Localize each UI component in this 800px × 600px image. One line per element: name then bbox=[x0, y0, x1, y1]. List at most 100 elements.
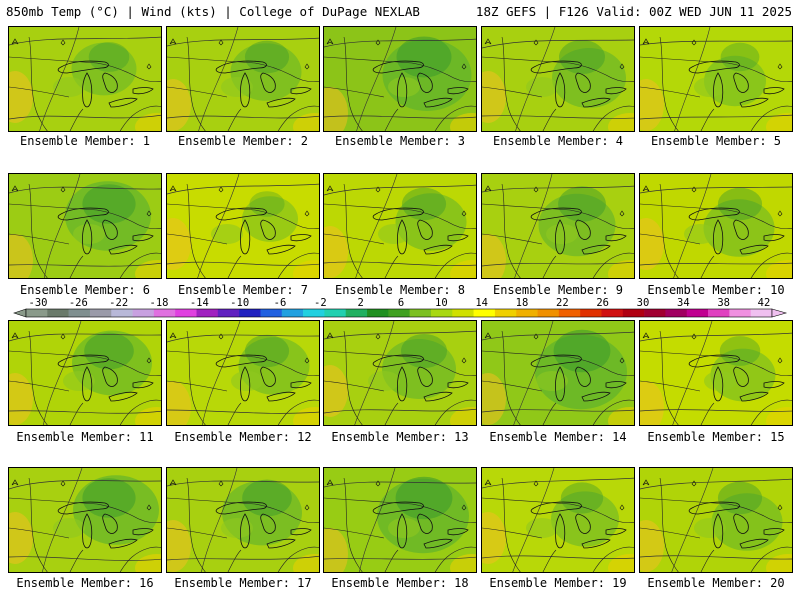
ensemble-member-map bbox=[639, 320, 793, 426]
colorbar-segment bbox=[175, 309, 197, 317]
ensemble-member-caption: Ensemble Member: 8 bbox=[334, 283, 466, 297]
colorbar-arrow-right bbox=[771, 308, 788, 318]
colorbar-segment bbox=[345, 309, 368, 317]
colorbar-segment bbox=[47, 309, 69, 317]
ensemble-member-map bbox=[481, 467, 635, 573]
colorbar-tick-label: -14 bbox=[190, 297, 209, 309]
temperature-field bbox=[9, 27, 161, 131]
temperature-field bbox=[482, 321, 634, 425]
colorbar-tick-label: -18 bbox=[150, 297, 169, 309]
ensemble-member-caption: Ensemble Member: 14 bbox=[489, 430, 627, 444]
colorbar-tick-label: -30 bbox=[29, 297, 48, 309]
temperature-field bbox=[9, 174, 161, 278]
ensemble-member-caption: Ensemble Member: 3 bbox=[334, 134, 466, 148]
colorbar-segment bbox=[153, 309, 176, 317]
ensemble-member-caption: Ensemble Member: 4 bbox=[492, 134, 624, 148]
colorbar-tick-label: 34 bbox=[677, 297, 690, 309]
chart-title: 850mb Temp (°C) | Wind (kts) | College o… bbox=[6, 4, 420, 19]
colorbar-segment bbox=[367, 309, 389, 317]
temperature-field bbox=[324, 468, 476, 572]
colorbar-segment bbox=[132, 309, 155, 317]
temperature-field bbox=[324, 321, 476, 425]
ensemble-member-map bbox=[166, 173, 320, 279]
ensemble-member-caption: Ensemble Member: 9 bbox=[492, 283, 624, 297]
colorbar-segment bbox=[409, 309, 432, 317]
ensemble-member-map bbox=[323, 320, 477, 426]
colorbar-segment bbox=[580, 309, 602, 317]
ensemble-member-map bbox=[166, 26, 320, 132]
ensemble-member-caption: Ensemble Member: 15 bbox=[647, 430, 785, 444]
colorbar-segment bbox=[111, 309, 133, 317]
colorbar-segment bbox=[324, 309, 347, 317]
ensemble-member-map bbox=[166, 467, 320, 573]
temperature-field bbox=[482, 468, 634, 572]
ensemble-member-caption: Ensemble Member: 1 bbox=[19, 134, 151, 148]
colorbar-segment bbox=[303, 309, 325, 317]
colorbar-tick-label: 18 bbox=[516, 297, 529, 309]
ensemble-member-caption: Ensemble Member: 2 bbox=[177, 134, 309, 148]
colorbar-tick-label: -26 bbox=[69, 297, 88, 309]
temperature-field bbox=[640, 468, 792, 572]
colorbar-segment bbox=[430, 309, 453, 317]
colorbar-segment bbox=[89, 309, 112, 317]
ensemble-member-caption: Ensemble Member: 17 bbox=[174, 576, 312, 590]
ensemble-member-map bbox=[481, 320, 635, 426]
ensemble-member-map bbox=[639, 26, 793, 132]
colorbar-tick-label: 30 bbox=[637, 297, 650, 309]
temperature-field bbox=[640, 321, 792, 425]
colorbar-tick-label: 42 bbox=[758, 297, 771, 309]
ensemble-member-map bbox=[323, 467, 477, 573]
temperature-field bbox=[167, 321, 319, 425]
ensemble-member-caption: Ensemble Member: 13 bbox=[331, 430, 469, 444]
ensemble-member-map bbox=[8, 26, 162, 132]
colorbar-arrow-left bbox=[13, 308, 27, 318]
ensemble-member-caption: Ensemble Member: 10 bbox=[647, 283, 785, 297]
colorbar-segment bbox=[537, 309, 560, 317]
temperature-colorbar: -30 -26 -22 -18 -14 -10 -6 -2 2 6 10 14 18 22 26 30 34 38… bbox=[13, 297, 788, 318]
temperature-field bbox=[482, 27, 634, 131]
colorbar-tick-label: -22 bbox=[109, 297, 128, 309]
colorbar-segment bbox=[239, 309, 261, 317]
colorbar-segment bbox=[686, 309, 709, 317]
colorbar-tick-label: -2 bbox=[314, 297, 327, 309]
colorbar-segment bbox=[516, 309, 538, 317]
colorbar-segment bbox=[217, 309, 240, 317]
ensemble-member-caption: Ensemble Member: 19 bbox=[489, 576, 627, 590]
ensemble-member-map bbox=[481, 26, 635, 132]
colorbar-segment bbox=[473, 309, 496, 317]
ensemble-member-map bbox=[639, 173, 793, 279]
ensemble-member-map bbox=[639, 467, 793, 573]
colorbar-segment bbox=[729, 309, 751, 317]
ensemble-member-map bbox=[481, 173, 635, 279]
colorbar-segment bbox=[388, 309, 410, 317]
ensemble-member-map bbox=[8, 173, 162, 279]
colorbar-tick-label: 38 bbox=[717, 297, 730, 309]
colorbar-segment bbox=[281, 309, 304, 317]
colorbar-tick-label: 10 bbox=[435, 297, 448, 309]
temperature-field bbox=[482, 174, 634, 278]
temperature-field bbox=[640, 174, 792, 278]
colorbar-segment bbox=[68, 309, 91, 317]
colorbar-tick-label: 2 bbox=[358, 297, 364, 309]
ensemble-member-caption: Ensemble Member: 6 bbox=[19, 283, 151, 297]
colorbar-tick-label: -6 bbox=[274, 297, 287, 309]
ensemble-member-map bbox=[8, 320, 162, 426]
colorbar-segment bbox=[750, 309, 773, 317]
colorbar-segment bbox=[558, 309, 581, 317]
colorbar-tick-label: 6 bbox=[398, 297, 404, 309]
colorbar-tick-label: 22 bbox=[556, 297, 569, 309]
temperature-field bbox=[9, 321, 161, 425]
colorbar-segment bbox=[196, 309, 219, 317]
colorbar-tick-label: -10 bbox=[230, 297, 249, 309]
valid-time-label: 18Z GEFS | F126 Valid: 00Z WED JUN 11 20… bbox=[475, 4, 792, 19]
temperature-field bbox=[9, 468, 161, 572]
colorbar-segment bbox=[708, 309, 730, 317]
colorbar-segment bbox=[494, 309, 517, 317]
colorbar-segment bbox=[601, 309, 624, 317]
colorbar-segment bbox=[260, 309, 283, 317]
ensemble-member-map bbox=[323, 173, 477, 279]
colorbar-segment bbox=[452, 309, 474, 317]
temperature-field bbox=[324, 174, 476, 278]
ensemble-member-map bbox=[166, 320, 320, 426]
ensemble-member-caption: Ensemble Member: 20 bbox=[647, 576, 785, 590]
